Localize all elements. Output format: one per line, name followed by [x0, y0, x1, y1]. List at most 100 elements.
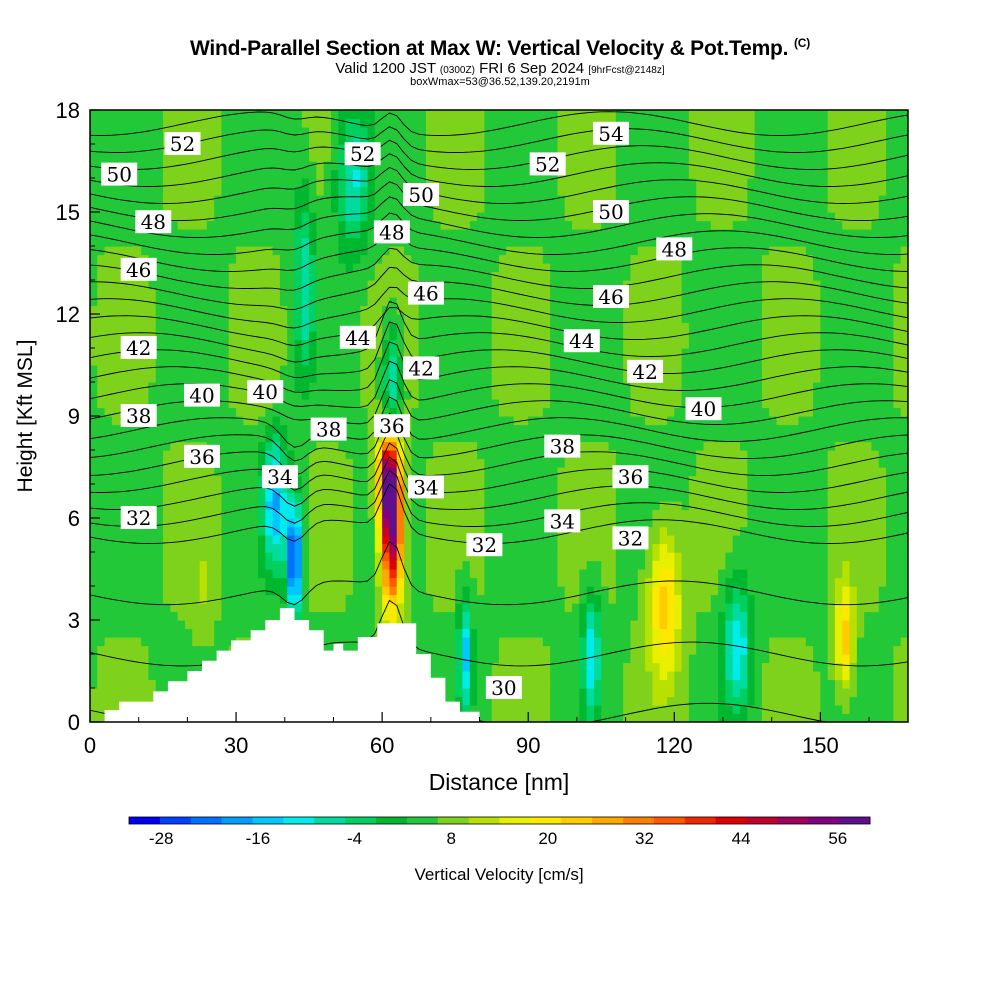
velocity-cell	[593, 705, 602, 715]
velocity-cell	[236, 441, 244, 451]
velocity-cell	[586, 637, 595, 647]
velocity-cell	[301, 203, 310, 213]
velocity-cell	[440, 458, 449, 468]
velocity-cell	[155, 586, 164, 596]
velocity-cell	[199, 246, 208, 256]
velocity-cell	[97, 662, 106, 672]
velocity-cell	[199, 339, 208, 349]
velocity-cell	[272, 110, 281, 120]
velocity-cell	[111, 552, 120, 562]
velocity-cell	[367, 246, 376, 256]
velocity-cell	[170, 127, 179, 137]
velocity-cell	[163, 356, 171, 366]
velocity-cell	[265, 492, 274, 502]
velocity-cell	[170, 161, 179, 171]
velocity-cell	[542, 705, 551, 715]
velocity-cell	[177, 212, 186, 222]
velocity-cell	[228, 526, 237, 536]
velocity-cell	[236, 373, 244, 383]
velocity-cell	[564, 305, 573, 315]
velocity-cell	[133, 297, 142, 307]
velocity-cell	[309, 407, 318, 417]
velocity-cell	[155, 280, 164, 290]
velocity-cell	[440, 305, 449, 315]
velocity-cell	[104, 671, 113, 681]
velocity-cell	[155, 594, 164, 604]
velocity-cell	[520, 152, 529, 162]
velocity-cell	[367, 373, 376, 383]
velocity-cell	[499, 543, 507, 553]
velocity-cell	[192, 543, 201, 553]
velocity-cell	[396, 305, 405, 315]
velocity-cell	[323, 637, 332, 647]
velocity-cell	[331, 526, 339, 536]
velocity-cell	[469, 314, 478, 324]
velocity-cell	[206, 645, 215, 655]
velocity-cell	[462, 654, 471, 664]
velocity-cell	[250, 152, 259, 162]
velocity-cell	[469, 552, 478, 562]
velocity-cell	[243, 526, 252, 536]
velocity-cell	[491, 467, 500, 477]
velocity-cell	[228, 118, 237, 128]
velocity-cell	[294, 203, 303, 213]
velocity-cell	[586, 390, 595, 400]
velocity-cell	[564, 152, 573, 162]
velocity-cell	[192, 365, 201, 375]
velocity-cell	[520, 322, 529, 332]
velocity-cell	[279, 280, 288, 290]
velocity-cell	[228, 288, 237, 298]
velocity-cell	[279, 305, 288, 315]
velocity-cell	[141, 237, 150, 247]
velocity-cell	[236, 110, 244, 120]
velocity-cell	[119, 450, 128, 460]
velocity-cell	[520, 186, 529, 196]
velocity-cell	[404, 212, 412, 222]
velocity-cell	[396, 475, 405, 485]
velocity-cell	[491, 348, 500, 358]
velocity-cell	[309, 127, 318, 137]
velocity-cell	[133, 543, 142, 553]
velocity-cell	[455, 577, 464, 587]
velocity-cell	[294, 152, 303, 162]
velocity-cell	[294, 552, 303, 562]
velocity-cell	[499, 220, 507, 230]
velocity-cell	[331, 254, 339, 264]
velocity-cell	[148, 645, 157, 655]
velocity-cell	[345, 552, 354, 562]
velocity-cell	[184, 220, 193, 230]
velocity-cell	[170, 552, 179, 562]
velocity-cell	[411, 424, 420, 434]
velocity-cell	[513, 178, 522, 188]
velocity-cell	[97, 552, 106, 562]
velocity-cell	[528, 645, 537, 655]
velocity-cell	[184, 467, 193, 477]
velocity-cell	[499, 611, 507, 621]
velocity-cell	[440, 229, 449, 239]
velocity-cell	[389, 594, 398, 604]
velocity-cell	[184, 637, 193, 647]
velocity-cell	[586, 280, 595, 290]
velocity-cell	[316, 560, 325, 570]
velocity-cell	[250, 237, 259, 247]
velocity-cell	[477, 518, 485, 528]
velocity-cell	[389, 144, 398, 154]
velocity-cell	[309, 348, 318, 358]
velocity-cell	[455, 492, 464, 502]
velocity-cell	[411, 144, 420, 154]
velocity-cell	[90, 288, 98, 298]
velocity-cell	[279, 552, 288, 562]
velocity-cell	[104, 543, 113, 553]
velocity-cell	[133, 492, 142, 502]
velocity-cell	[199, 620, 208, 630]
velocity-cell	[214, 475, 223, 485]
velocity-cell	[228, 390, 237, 400]
velocity-cell	[250, 475, 259, 485]
velocity-cell	[323, 603, 332, 613]
velocity-cell	[155, 322, 164, 332]
velocity-cell	[206, 637, 215, 647]
velocity-cell	[133, 679, 142, 689]
velocity-cell	[287, 229, 296, 239]
velocity-cell	[586, 475, 595, 485]
velocity-cell	[148, 399, 157, 409]
